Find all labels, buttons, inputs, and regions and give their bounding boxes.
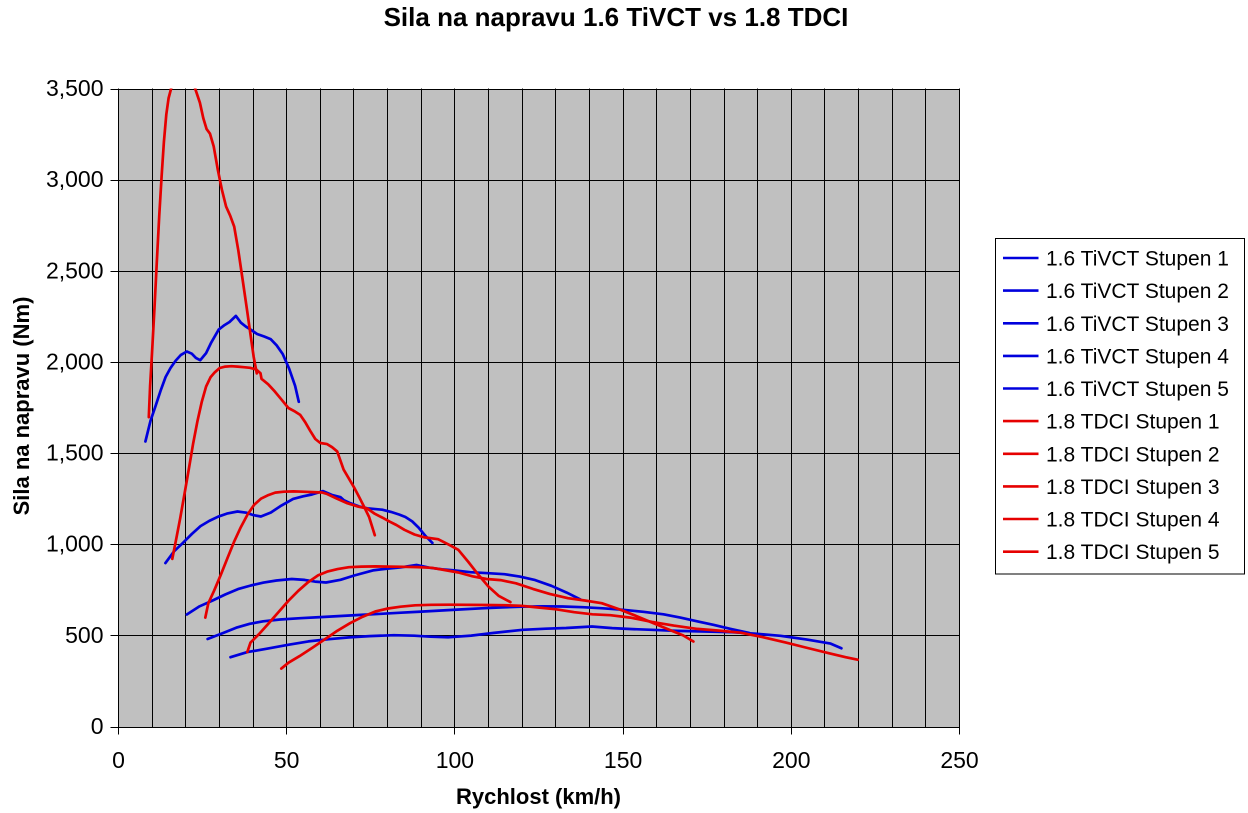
svg-text:2,000: 2,000	[46, 348, 104, 374]
svg-text:0: 0	[112, 747, 125, 773]
svg-text:1.6 TiVCT Stupen 5: 1.6 TiVCT Stupen 5	[1046, 378, 1229, 401]
svg-text:1.6 TiVCT Stupen 2: 1.6 TiVCT Stupen 2	[1046, 280, 1229, 303]
svg-text:1.8 TDCI Stupen 4: 1.8 TDCI Stupen 4	[1046, 509, 1220, 532]
svg-text:3,500: 3,500	[46, 75, 104, 101]
svg-text:1.6 TiVCT Stupen 3: 1.6 TiVCT Stupen 3	[1046, 313, 1229, 336]
svg-text:1,500: 1,500	[46, 440, 104, 466]
svg-text:Sila na napravu (Nm): Sila na napravu (Nm)	[9, 297, 34, 516]
svg-text:200: 200	[772, 747, 810, 773]
svg-text:2,500: 2,500	[46, 257, 104, 283]
svg-text:1.8 TDCI Stupen 3: 1.8 TDCI Stupen 3	[1046, 476, 1220, 499]
svg-text:1.8 TDCI Stupen 5: 1.8 TDCI Stupen 5	[1046, 541, 1220, 564]
svg-text:1.6 TiVCT Stupen 1: 1.6 TiVCT Stupen 1	[1046, 248, 1229, 271]
svg-text:3,000: 3,000	[46, 166, 104, 192]
svg-text:50: 50	[274, 747, 300, 773]
svg-text:Rychlost (km/h): Rychlost (km/h)	[456, 784, 621, 809]
svg-text:1.6 TiVCT Stupen 4: 1.6 TiVCT Stupen 4	[1046, 345, 1229, 368]
svg-text:150: 150	[604, 747, 642, 773]
svg-text:1,000: 1,000	[46, 531, 104, 557]
svg-text:0: 0	[91, 713, 104, 739]
svg-text:100: 100	[436, 747, 474, 773]
svg-text:1.8 TDCI Stupen 1: 1.8 TDCI Stupen 1	[1046, 411, 1220, 434]
svg-text:500: 500	[65, 622, 103, 648]
svg-text:Sila na napravu 1.6 TiVCT vs 1: Sila na napravu 1.6 TiVCT vs 1.8 TDCI	[384, 2, 849, 32]
svg-text:250: 250	[940, 747, 978, 773]
svg-text:1.8 TDCI Stupen 2: 1.8 TDCI Stupen 2	[1046, 443, 1220, 466]
